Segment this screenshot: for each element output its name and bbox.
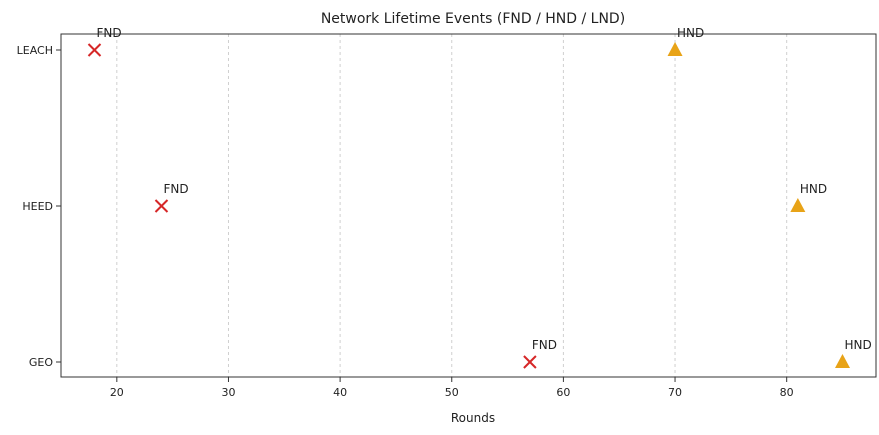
point-annotation: HND [677, 26, 704, 40]
x-tick-label: 60 [556, 386, 570, 399]
x-tick-label: 50 [445, 386, 459, 399]
y-tick-label: GEO [29, 356, 53, 369]
x-tick-label: 40 [333, 386, 347, 399]
fnd-marker [523, 355, 537, 369]
x-tick-label: 20 [110, 386, 124, 399]
data-markers: FND FND FND HND HND HND [87, 26, 872, 369]
y-tick-label: LEACH [17, 44, 53, 57]
x-tick-label: 80 [780, 386, 794, 399]
point-annotation: FND [96, 26, 121, 40]
y-tick-label: HEED [22, 200, 53, 213]
point-annotation: HND [845, 338, 872, 352]
hnd-marker [667, 42, 683, 56]
x-axis-label: Rounds [451, 411, 495, 425]
point-annotation: FND [532, 338, 557, 352]
hnd-marker [790, 198, 806, 212]
chart-title: Network Lifetime Events (FND / HND / LND… [321, 11, 625, 27]
fnd-marker [87, 43, 102, 57]
point-annotation: HND [800, 182, 827, 196]
plot-area-frame [60, 33, 877, 378]
gridlines [116, 34, 788, 377]
hnd-marker [835, 354, 851, 368]
x-axis-ticks: 20 30 40 50 60 70 80 [110, 377, 794, 399]
point-annotation: FND [163, 182, 188, 196]
x-tick-label: 30 [221, 386, 235, 399]
x-tick-label: 70 [668, 386, 682, 399]
fnd-marker-stroke [87, 43, 102, 57]
fnd-marker-stroke [523, 355, 537, 369]
fnd-marker [154, 199, 169, 213]
fnd-marker-stroke [154, 199, 169, 213]
y-axis-ticks: LEACH HEED GEO [17, 44, 61, 369]
